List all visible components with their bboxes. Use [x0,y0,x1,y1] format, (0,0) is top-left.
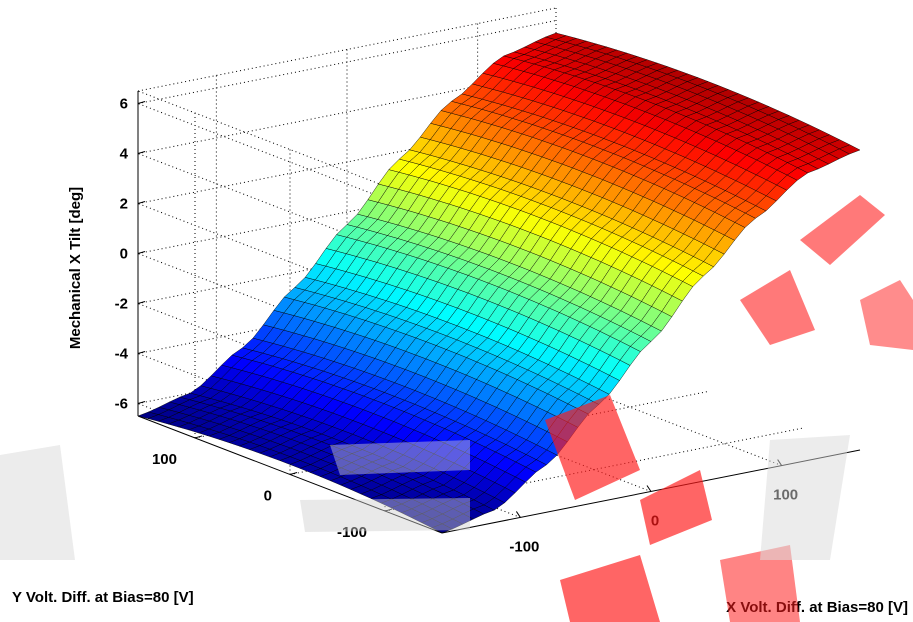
y-tick-mark [289,472,298,475]
z-tick-mark [137,251,146,254]
z-tick-label: -4 [115,346,129,363]
z-tick-mark [137,301,146,304]
x-tick-mark [777,459,783,466]
z-tick-mark [137,101,146,104]
z-tick-mark [137,201,146,204]
z-tick-label: 0 [120,246,128,263]
z-tick-mark [137,401,146,404]
y-axis-label: Y Volt. Diff. at Bias=80 [V] [12,589,194,606]
z-tick-label: 4 [120,146,129,163]
y-tick-label: 0 [264,488,272,505]
z-tick-labels: -6 -4 -2 0 2 4 6 [115,96,146,413]
z-tick-mark [137,351,146,354]
watermark-red-stroke-4 [800,195,885,265]
watermark-gray-stroke-1 [0,445,75,560]
z-tick-label: -6 [115,396,128,413]
x-tick-label: 100 [773,487,798,504]
y-tick-mark [194,435,203,439]
watermark-red-stroke-3 [740,270,815,345]
y-tick-labels: -100 0 100 [152,435,393,541]
surface-mesh [137,32,861,534]
y-tick-label: 100 [152,451,177,468]
watermark-red-stroke-6 [560,555,660,622]
x-axis-label: X Volt. Diff. at Bias=80 [V] [726,599,908,616]
z-tick-label: -2 [115,296,128,313]
y-tick-mark [384,508,393,512]
x-tick-label: 0 [651,513,659,530]
x-tick-labels: -100 0 100 [509,459,798,555]
x-tick-mark [646,485,652,492]
x-tick-mark [515,511,521,518]
y-tick-label: -100 [337,524,367,541]
z-tick-mark [137,151,146,154]
z-tick-label: 2 [120,196,128,213]
surface-facet [838,144,861,155]
z-tick-label: 6 [120,96,128,113]
x-tick-label: -100 [509,538,539,555]
watermark-red-stroke-5 [860,280,913,350]
z-axis-label: Mechanical X Tilt [deg] [67,187,84,349]
